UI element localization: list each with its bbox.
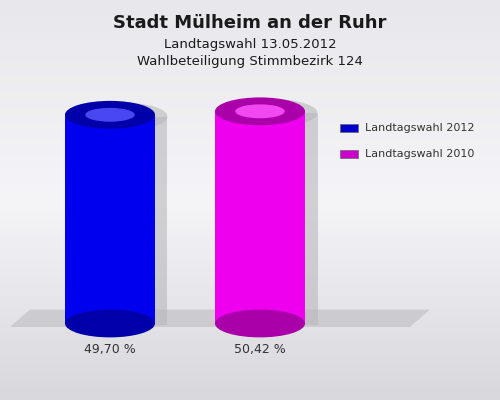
Polygon shape (340, 124, 357, 132)
Polygon shape (340, 150, 357, 158)
Ellipse shape (85, 108, 135, 122)
Ellipse shape (236, 104, 285, 118)
Text: Wahlbeteiligung Stimmbezirk 124: Wahlbeteiligung Stimmbezirk 124 (137, 55, 363, 68)
Polygon shape (78, 116, 168, 325)
Ellipse shape (65, 310, 155, 337)
Polygon shape (65, 115, 155, 324)
Ellipse shape (65, 101, 155, 129)
Polygon shape (10, 310, 430, 327)
Text: Landtagswahl 2012: Landtagswahl 2012 (365, 123, 474, 133)
Ellipse shape (215, 310, 305, 337)
Ellipse shape (228, 99, 318, 127)
Text: 50,42 %: 50,42 % (234, 343, 286, 356)
Polygon shape (228, 113, 318, 325)
Text: Landtagswahl 2010: Landtagswahl 2010 (365, 149, 474, 159)
Ellipse shape (215, 97, 305, 125)
Polygon shape (215, 111, 305, 324)
Text: 49,70 %: 49,70 % (84, 343, 136, 356)
Text: Stadt Mülheim an der Ruhr: Stadt Mülheim an der Ruhr (114, 14, 386, 32)
Ellipse shape (78, 103, 168, 130)
Text: Landtagswahl 13.05.2012: Landtagswahl 13.05.2012 (164, 38, 336, 51)
